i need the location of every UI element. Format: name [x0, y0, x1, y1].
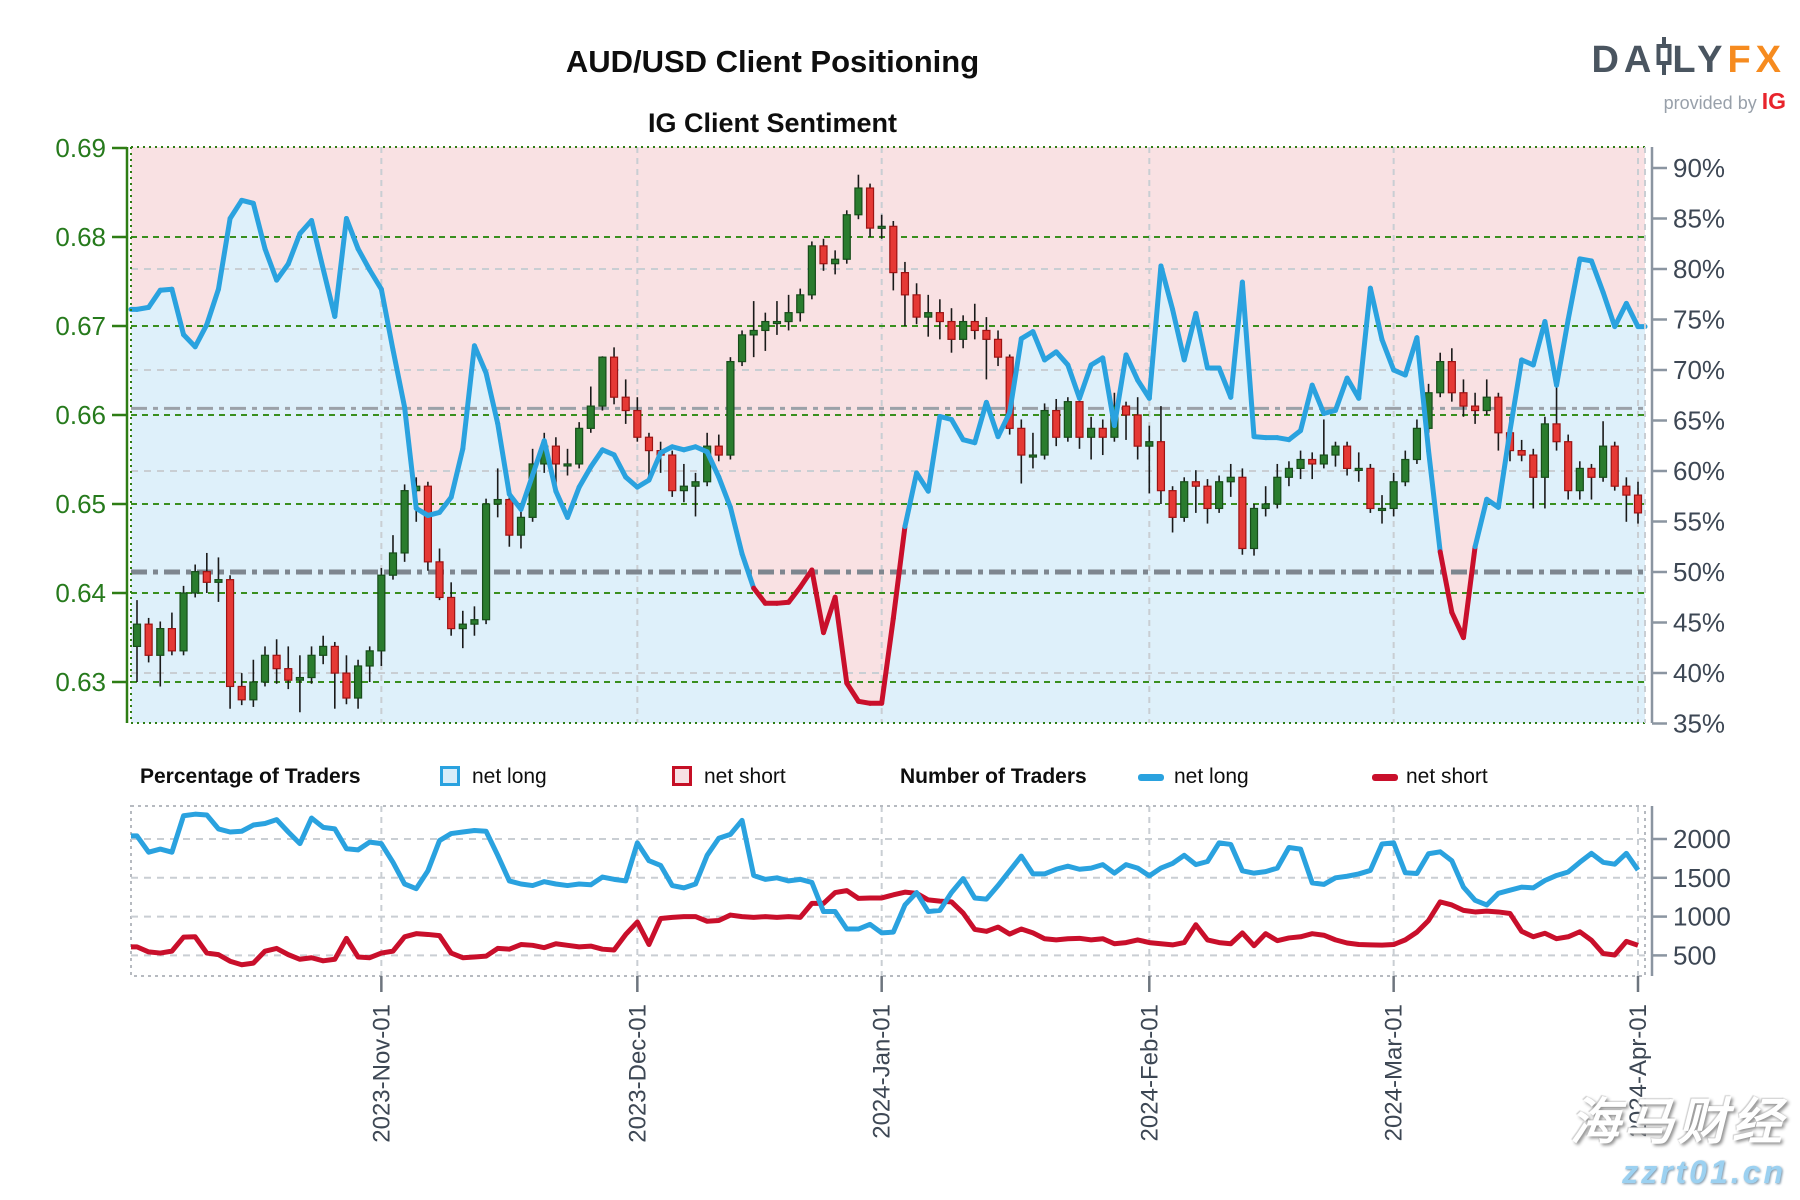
num-net-short-line: [131, 888, 1639, 968]
dailyfx-logo: DA LY FX provided by IG: [1591, 36, 1786, 113]
svg-text:2024-Apr-01: 2024-Apr-01: [1625, 1004, 1652, 1137]
svg-text:1500: 1500: [1673, 863, 1731, 893]
provided-by-text: provided by: [1663, 92, 1757, 113]
candlestick-icon: [1656, 36, 1672, 85]
watermark-line2: zzrt01.cn: [1622, 1154, 1786, 1190]
legend-number-of-traders: Number of Traders: [900, 765, 1087, 788]
svg-text:75%: 75%: [1673, 305, 1725, 335]
svg-text:0.65: 0.65: [55, 489, 106, 519]
svg-text:2024-Mar-01: 2024-Mar-01: [1381, 1004, 1408, 1141]
svg-text:0.63: 0.63: [55, 667, 106, 697]
legend-num-net-short: net short: [1406, 765, 1488, 788]
svg-text:90%: 90%: [1673, 153, 1725, 183]
svg-text:0.68: 0.68: [55, 222, 106, 252]
svg-text:2023-Dec-01: 2023-Dec-01: [624, 1004, 651, 1143]
watermark: 海马财经 zzrt01.cn: [1570, 1082, 1786, 1191]
svg-text:2024-Feb-01: 2024-Feb-01: [1136, 1004, 1163, 1141]
legend-num-net-long: net long: [1174, 765, 1249, 788]
legend-pct-net-short: net short: [704, 765, 786, 788]
svg-text:0.64: 0.64: [55, 578, 106, 608]
svg-text:0.67: 0.67: [55, 311, 106, 341]
net-long-line-icon: [1138, 774, 1164, 781]
svg-text:0.69: 0.69: [55, 133, 106, 163]
legend-percentage-of-traders: Percentage of Traders: [140, 765, 361, 788]
svg-text:35%: 35%: [1673, 709, 1725, 739]
net-short-line-icon: [1372, 774, 1398, 781]
svg-text:60%: 60%: [1673, 456, 1725, 486]
svg-text:50%: 50%: [1673, 557, 1725, 587]
svg-text:65%: 65%: [1673, 406, 1725, 436]
logo-part2: LY: [1672, 38, 1728, 81]
count-axis: 2000 1500 1000 500: [1650, 806, 1731, 976]
logo-part3: FX: [1727, 38, 1786, 81]
pct-net-long-line: [128, 197, 1648, 706]
legend-pct-net-long: net long: [472, 765, 547, 788]
pct-axis: 90% 85% 80% 75% 70% 65% 60% 55% 50% 45% 40% 35%: [1650, 147, 1725, 739]
svg-text:85%: 85%: [1673, 204, 1725, 234]
svg-text:45%: 45%: [1673, 608, 1725, 638]
dailyfx-wordmark: DA LY FX: [1591, 36, 1786, 85]
net-short-swatch-icon: [672, 766, 692, 786]
provided-by: provided by IG: [1591, 89, 1786, 113]
candlesticks: [132, 174, 1643, 713]
watermark-line1: 海马财经: [1570, 1094, 1786, 1150]
svg-text:500: 500: [1673, 940, 1716, 970]
price-axis: 0.69 0.68 0.67 0.66 0.65 0.64 0.63: [55, 133, 129, 723]
svg-text:80%: 80%: [1673, 254, 1725, 284]
date-axis: 2023-Nov-01 2023-Dec-01 2024-Jan-01 2024-Fe…: [368, 976, 1652, 1143]
net-long-swatch-icon: [440, 766, 460, 786]
svg-text:0.66: 0.66: [55, 400, 106, 430]
chart-subtitle: IG Client Sentiment: [647, 108, 898, 138]
svg-text:70%: 70%: [1673, 355, 1725, 385]
lower-plot-border: [130, 805, 1646, 977]
ig-logo: IG: [1761, 87, 1786, 114]
num-net-long-line: [131, 811, 1641, 936]
svg-text:2023-Nov-01: 2023-Nov-01: [368, 1004, 395, 1143]
svg-text:40%: 40%: [1673, 658, 1725, 688]
net-short-area: [131, 147, 1645, 704]
svg-text:1000: 1000: [1673, 902, 1731, 932]
logo-part1: DA: [1591, 38, 1657, 81]
svg-text:55%: 55%: [1673, 507, 1725, 537]
page-title: AUD/USD Client Positioning: [565, 44, 980, 79]
svg-text:2024-Jan-01: 2024-Jan-01: [869, 1004, 896, 1139]
svg-text:2000: 2000: [1673, 824, 1731, 854]
